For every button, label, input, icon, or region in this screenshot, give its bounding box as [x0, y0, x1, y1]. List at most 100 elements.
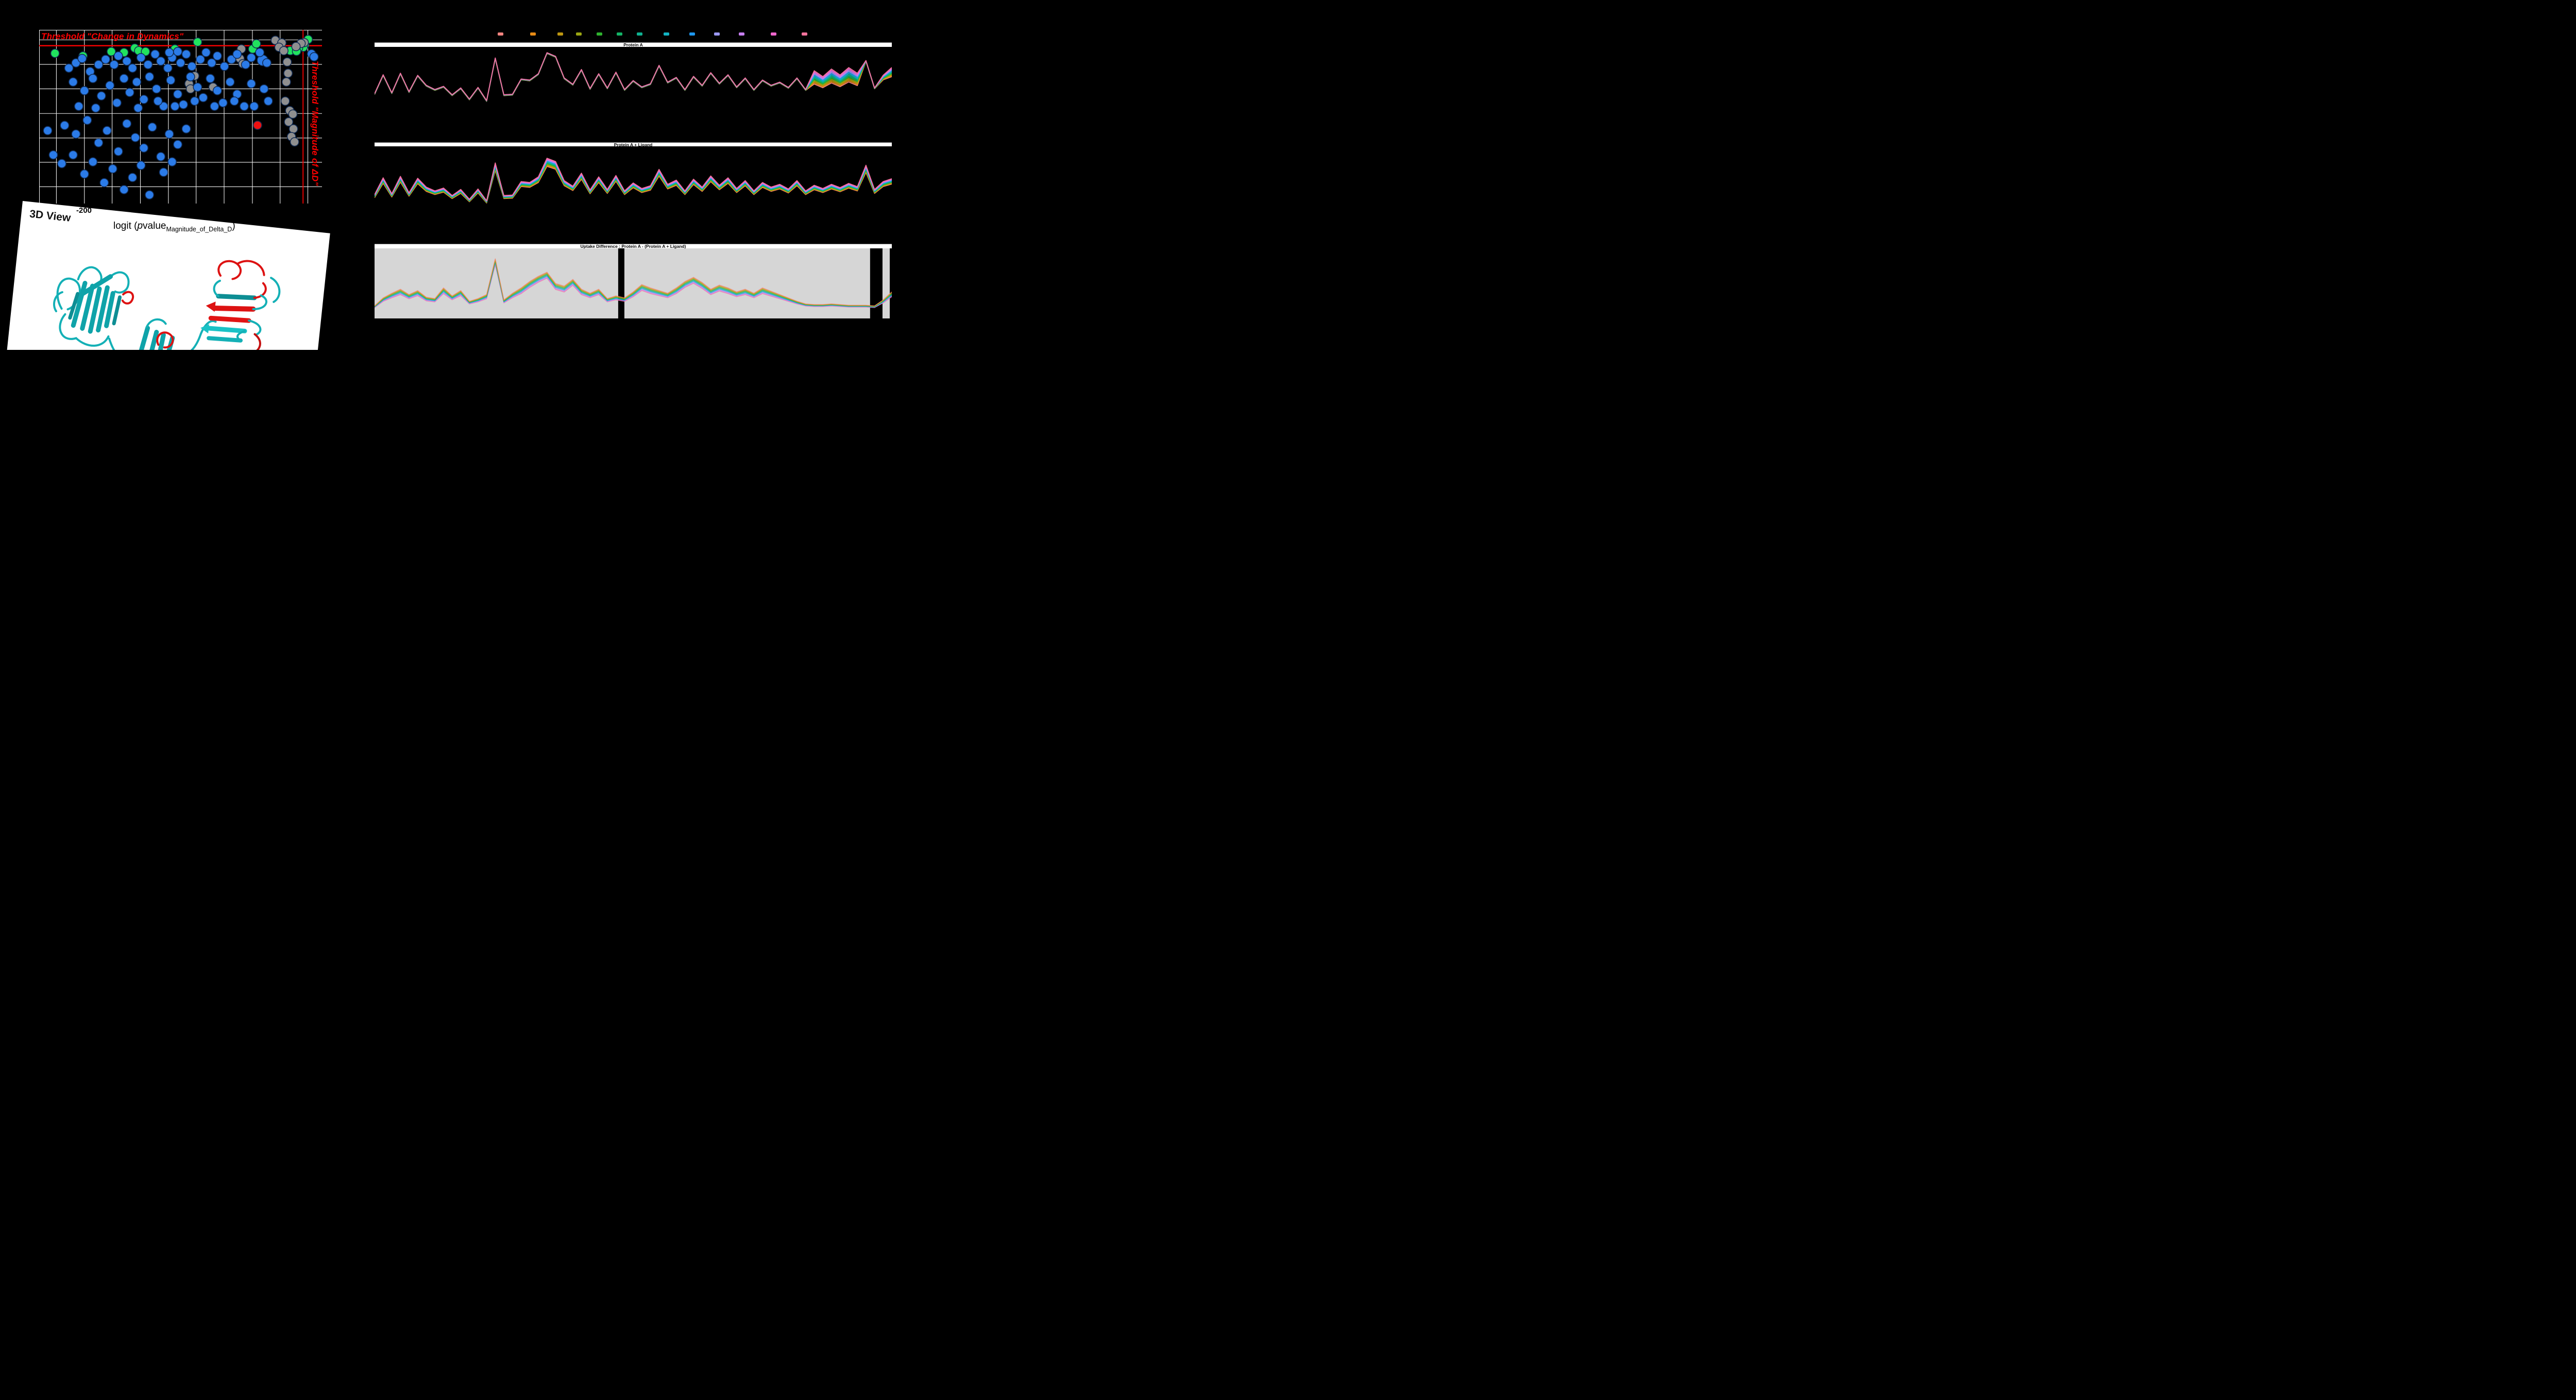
peptide-point-b[interactable] [240, 102, 249, 111]
peptide-point-g[interactable] [141, 47, 150, 57]
peptide-point-b[interactable] [255, 47, 265, 57]
peptide-point-b[interactable] [201, 47, 211, 57]
volcano-plot[interactable] [39, 30, 322, 204]
peptide-point-b[interactable] [207, 58, 216, 68]
peptide-point-y[interactable] [291, 42, 301, 52]
peptide-point-b[interactable] [91, 103, 100, 113]
peptide-point-b[interactable] [241, 60, 250, 70]
peptide-point-b[interactable] [218, 98, 228, 108]
peptide-point-b[interactable] [185, 72, 195, 81]
peptide-point-b[interactable] [109, 60, 119, 70]
peptide-point-b[interactable] [246, 53, 256, 62]
legend-swatch[interactable] [738, 32, 744, 36]
peptide-point-b[interactable] [113, 146, 123, 156]
peptide-point-b[interactable] [164, 129, 174, 139]
peptide-point-b[interactable] [119, 74, 129, 83]
peptide-point-b[interactable] [163, 63, 173, 73]
peptide-point-b[interactable] [122, 56, 132, 66]
peptide-point-b[interactable] [64, 63, 74, 73]
peptide-point-b[interactable] [96, 91, 106, 101]
legend-swatch[interactable] [596, 32, 602, 36]
peptide-point-b[interactable] [99, 178, 109, 188]
structure-viewer-card[interactable]: 3D View [4, 201, 330, 350]
peptide-point-b[interactable] [151, 84, 161, 94]
peptide-point-b[interactable] [139, 143, 149, 153]
peptide-point-b[interactable] [193, 82, 202, 92]
legend-swatch[interactable] [497, 32, 503, 36]
peptide-point-b[interactable] [60, 121, 70, 130]
peptide-point-b[interactable] [195, 55, 205, 64]
peptide-point-b[interactable] [219, 61, 229, 71]
peptide-point-b[interactable] [133, 103, 143, 113]
peptide-point-y[interactable] [280, 96, 290, 106]
peptide-point-y[interactable] [289, 124, 298, 134]
peptide-point-b[interactable] [176, 58, 185, 68]
peptide-point-y[interactable] [284, 117, 294, 127]
peptide-point-b[interactable] [229, 96, 239, 106]
peptide-point-b[interactable] [173, 47, 182, 57]
peptide-point-b[interactable] [101, 55, 110, 64]
peptide-point-b[interactable] [119, 185, 129, 194]
legend-swatch[interactable] [770, 32, 776, 36]
peptide-point-b[interactable] [77, 54, 87, 63]
peptide-point-b[interactable] [136, 160, 146, 170]
peptide-point-b[interactable] [153, 96, 163, 106]
peptide-point-b[interactable] [68, 150, 78, 160]
peptide-point-b[interactable] [82, 115, 92, 125]
peptide-point-b[interactable] [232, 49, 242, 59]
peptide-point-b[interactable] [225, 77, 235, 87]
peptide-point-b[interactable] [156, 152, 166, 161]
peptide-point-b[interactable] [150, 49, 160, 59]
peptide-point-b[interactable] [102, 126, 112, 136]
peptide-point-b[interactable] [125, 88, 134, 97]
peptide-point-b[interactable] [198, 93, 208, 103]
peptide-point-b[interactable] [210, 102, 219, 111]
peptide-point-b[interactable] [112, 98, 122, 108]
peptide-point-b[interactable] [227, 55, 236, 64]
peptide-point-b[interactable] [136, 53, 146, 62]
peptide-point-b[interactable] [94, 138, 104, 148]
peptide-point-b[interactable] [164, 47, 174, 57]
peptide-point-b[interactable] [206, 74, 215, 83]
peptide-point-y[interactable] [282, 57, 292, 67]
peptide-point-b[interactable] [88, 74, 98, 83]
peptide-point-b[interactable] [128, 173, 138, 182]
peptide-point-b[interactable] [259, 84, 269, 94]
legend-swatch[interactable] [636, 32, 642, 36]
peptide-point-y[interactable] [283, 69, 293, 78]
peptide-point-y[interactable] [288, 109, 298, 119]
peptide-point-b[interactable] [145, 72, 155, 81]
peptide-point-g[interactable] [107, 47, 116, 57]
peptide-point-b[interactable] [57, 159, 66, 168]
peptide-point-b[interactable] [246, 79, 256, 89]
legend-swatch[interactable] [576, 32, 582, 36]
peptide-point-b[interactable] [181, 124, 191, 134]
peptide-point-b[interactable] [48, 150, 58, 160]
peptide-point-b[interactable] [105, 80, 115, 90]
peptide-point-b[interactable] [88, 157, 98, 167]
peptide-point-b[interactable] [108, 164, 117, 174]
peptide-point-b[interactable] [68, 77, 78, 87]
peptide-point-b[interactable] [94, 60, 104, 70]
legend-swatch[interactable] [557, 32, 563, 36]
peptide-point-b[interactable] [187, 61, 197, 71]
peptide-point-b[interactable] [167, 157, 177, 167]
legend-swatch[interactable] [617, 32, 622, 36]
peptide-point-b[interactable] [113, 51, 123, 61]
peptide-point-b[interactable] [166, 75, 176, 85]
peptide-point-b[interactable] [71, 58, 81, 68]
peptide-point-b[interactable] [179, 99, 188, 109]
legend-swatch[interactable] [663, 32, 669, 36]
peptide-point-y[interactable] [281, 77, 291, 87]
peptide-point-b[interactable] [159, 102, 168, 111]
peptide-point-y[interactable] [279, 46, 289, 56]
peptide-point-b[interactable] [173, 140, 182, 149]
legend-swatch[interactable] [801, 32, 807, 36]
peptide-point-b[interactable] [143, 60, 153, 70]
peptide-point-b[interactable] [212, 86, 222, 95]
peptide-point-b[interactable] [173, 89, 182, 99]
peptide-point-b[interactable] [79, 169, 89, 179]
peptide-point-y[interactable] [290, 137, 299, 147]
legend-swatch[interactable] [689, 32, 695, 36]
peptide-point-b[interactable] [145, 190, 155, 200]
